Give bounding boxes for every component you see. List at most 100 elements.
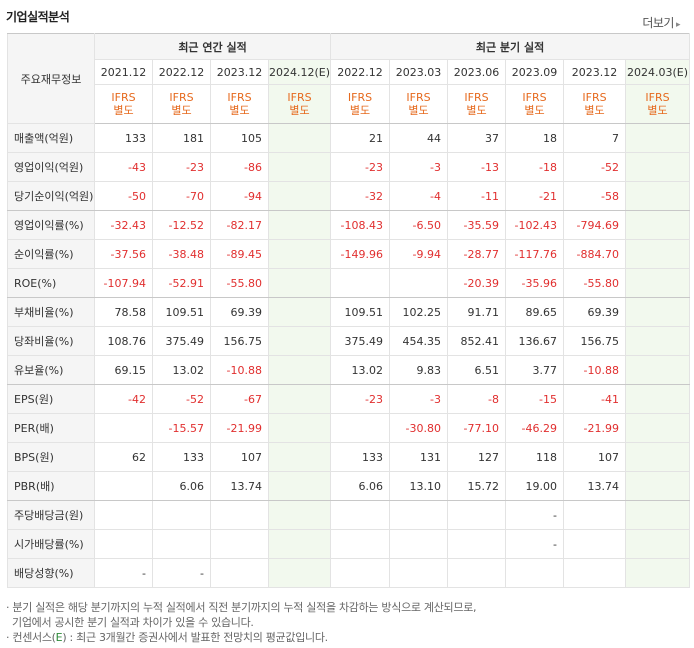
row-label: ROE(%) xyxy=(7,268,95,298)
table-cell: 105 xyxy=(210,123,269,153)
table-cell xyxy=(152,529,211,559)
table-cell: -52 xyxy=(152,384,211,414)
table-cell: 127 xyxy=(447,442,507,472)
table-row: 당기순이익(억원) -50 -70 -94 -32 -4 -11 -21 -58 xyxy=(7,181,691,211)
table-cell: -43 xyxy=(94,152,153,182)
table-cell xyxy=(267,558,332,588)
table-cell: -58 xyxy=(563,181,627,211)
table-cell: -38.48 xyxy=(152,239,211,269)
table-cell: 6.06 xyxy=(330,471,391,501)
ifrs-basis-label: 별도 xyxy=(113,104,134,117)
table-cell: 102.25 xyxy=(389,297,449,327)
row-label: 배당성향(%) xyxy=(7,558,95,588)
ifrs-label: IFRS xyxy=(582,91,607,104)
ifrs-badge-6: IFRS 별도 xyxy=(447,84,507,124)
table-cell: 136.67 xyxy=(505,326,565,356)
table-cell xyxy=(447,500,507,530)
ifrs-basis-label: 별도 xyxy=(408,104,429,117)
table-cell xyxy=(267,123,332,153)
ifrs-basis-label: 별도 xyxy=(584,104,605,117)
table-cell xyxy=(625,268,691,298)
table-cell xyxy=(267,181,332,211)
ifrs-basis-label: 별도 xyxy=(289,104,310,117)
ifrs-badge-8: IFRS 별도 xyxy=(563,84,627,124)
row-label: 영업이익(억원) xyxy=(7,152,95,182)
row-label: 당좌비율(%) xyxy=(7,326,95,356)
table-cell: -4 xyxy=(389,181,449,211)
table-cell: -82.17 xyxy=(210,210,269,240)
table-cell xyxy=(152,500,211,530)
table-row: 부채비율(%) 78.58 109.51 69.39 109.51 102.25 91.71… xyxy=(7,297,691,327)
period-header-9: 2024.03(E) xyxy=(625,59,691,85)
ifrs-basis-label: 별도 xyxy=(647,104,668,117)
ifrs-label: IFRS xyxy=(522,91,547,104)
row-label: 유보율(%) xyxy=(7,355,95,385)
ifrs-label: IFRS xyxy=(406,91,431,104)
row-label: EPS(원) xyxy=(7,384,95,414)
table-cell: -107.94 xyxy=(94,268,153,298)
table-cell: 7 xyxy=(563,123,627,153)
table-cell: -89.45 xyxy=(210,239,269,269)
table-row: BPS(원) 62 133 107 133 131 127 118 107 xyxy=(7,442,691,472)
row-label: PER(배) xyxy=(7,413,95,443)
table-cell xyxy=(389,558,449,588)
ifrs-basis-label: 별도 xyxy=(466,104,487,117)
table-cell: -35.96 xyxy=(505,268,565,298)
period-header-3: 2024.12(E) xyxy=(267,59,332,85)
table-cell xyxy=(625,471,691,501)
table-cell: - xyxy=(505,529,565,559)
table-cell: 375.49 xyxy=(152,326,211,356)
row-label: BPS(원) xyxy=(7,442,95,472)
table-cell xyxy=(447,529,507,559)
ifrs-label: IFRS xyxy=(111,91,136,104)
period-header-0: 2021.12 xyxy=(94,59,153,85)
table-cell: 852.41 xyxy=(447,326,507,356)
table-cell: 131 xyxy=(389,442,449,472)
table-cell: -55.80 xyxy=(210,268,269,298)
ifrs-badge-4: IFRS 별도 xyxy=(330,84,391,124)
table-row: 배당성향(%) - - xyxy=(7,558,691,588)
table-cell xyxy=(625,529,691,559)
table-row: 영업이익률(%) -32.43 -12.52 -82.17 -108.43 -6.50 -3… xyxy=(7,210,691,240)
table-cell: 37 xyxy=(447,123,507,153)
table-cell: -32.43 xyxy=(94,210,153,240)
table-cell xyxy=(625,239,691,269)
table-cell xyxy=(447,558,507,588)
table-cell: -77.10 xyxy=(447,413,507,443)
table-cell xyxy=(210,558,269,588)
table-cell xyxy=(267,326,332,356)
table-cell: 13.10 xyxy=(389,471,449,501)
table-cell: -12.52 xyxy=(152,210,211,240)
more-link[interactable]: 더보기 ▸ xyxy=(642,14,680,31)
footnote-quarterly-cont: 기업에서 공시한 분기 실적과 차이가 있을 수 있습니다. xyxy=(12,616,254,629)
table-cell: -42 xyxy=(94,384,153,414)
table-cell xyxy=(94,529,153,559)
table-cell: 133 xyxy=(330,442,391,472)
table-cell xyxy=(563,558,627,588)
table-cell xyxy=(625,413,691,443)
table-cell: 13.74 xyxy=(210,471,269,501)
table-cell: -18 xyxy=(505,152,565,182)
table-cell: 156.75 xyxy=(563,326,627,356)
table-cell xyxy=(330,529,391,559)
table-cell: -35.59 xyxy=(447,210,507,240)
ifrs-label: IFRS xyxy=(287,91,312,104)
annual-group-header: 최근 연간 실적 xyxy=(93,33,332,60)
footnote-quarterly: · 분기 실적은 해당 분기까지의 누적 실적에서 직전 분기까지의 누적 실적… xyxy=(6,601,477,614)
table-cell xyxy=(625,181,691,211)
table-cell xyxy=(267,384,332,414)
table-cell: 91.71 xyxy=(447,297,507,327)
table-cell xyxy=(267,239,332,269)
table-cell: 375.49 xyxy=(330,326,391,356)
table-cell xyxy=(94,500,153,530)
table-cell: -70 xyxy=(152,181,211,211)
table-cell: 18 xyxy=(505,123,565,153)
period-header-8: 2023.12 xyxy=(563,59,627,85)
ifrs-badge-3: IFRS 별도 xyxy=(267,84,332,124)
row-label: PBR(배) xyxy=(7,471,95,501)
table-cell xyxy=(267,297,332,327)
table-cell xyxy=(267,529,332,559)
table-row: ROE(%) -107.94 -52.91 -55.80 -20.39 -35.96 -55… xyxy=(7,268,691,298)
financial-table: 주요재무정보 최근 연간 실적 최근 분기 실적 2021.12 2022.12 2… xyxy=(7,33,691,588)
table-cell xyxy=(94,471,153,501)
